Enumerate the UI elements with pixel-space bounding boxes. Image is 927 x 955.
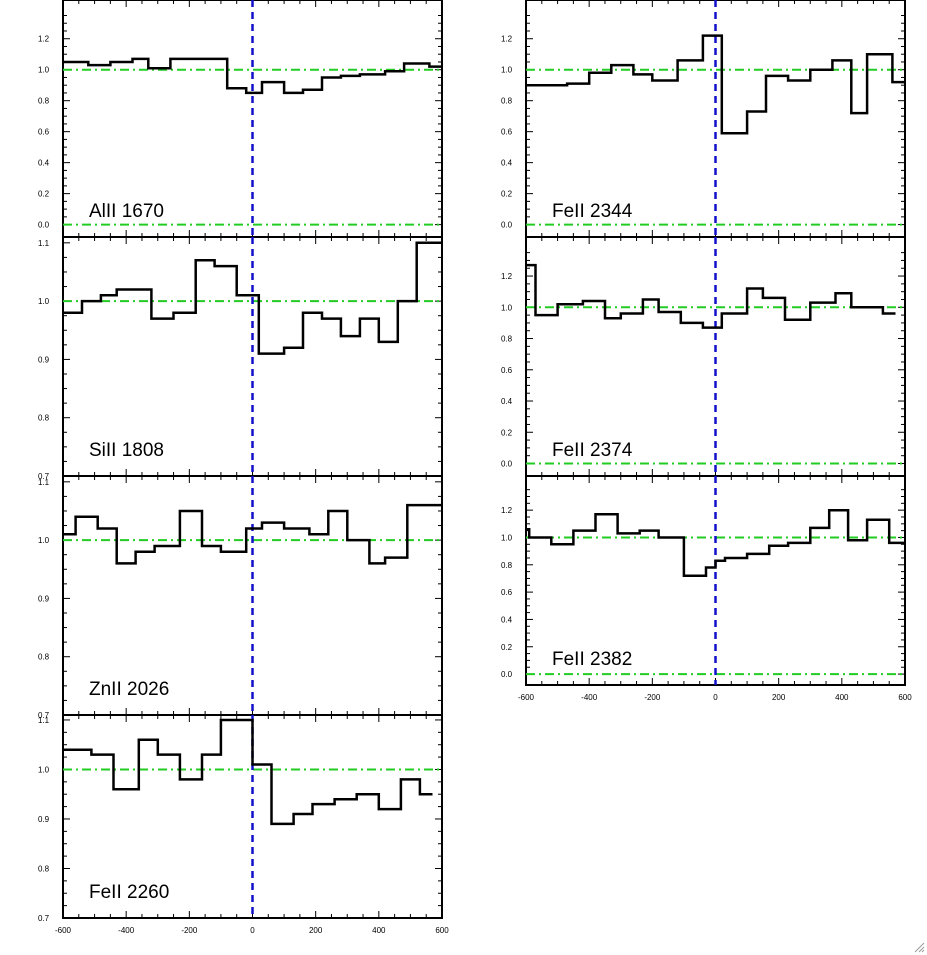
panel-label: ZnII 2026 bbox=[89, 679, 169, 700]
y-tick-label: 1.2 bbox=[38, 35, 50, 44]
x-tick-label: 200 bbox=[309, 926, 323, 935]
panel-label: FeII 2344 bbox=[552, 201, 633, 222]
y-tick-label: 0.0 bbox=[38, 221, 50, 230]
y-tick-label: 0.6 bbox=[501, 588, 513, 597]
y-tick-label: 0.7 bbox=[38, 914, 50, 923]
y-tick-label: 0.8 bbox=[501, 97, 513, 106]
y-tick-label: 0.8 bbox=[38, 864, 50, 873]
resize-grip-icon[interactable] bbox=[913, 941, 925, 953]
y-tick-label: 1.0 bbox=[501, 533, 513, 542]
spectrum-line bbox=[526, 508, 905, 577]
y-tick-label: 0.2 bbox=[501, 428, 513, 437]
panel-label: FeII 2374 bbox=[552, 440, 633, 461]
y-tick-label: 0.2 bbox=[501, 190, 513, 199]
y-tick-label: 0.9 bbox=[38, 355, 50, 364]
y-tick-label: 0.0 bbox=[501, 460, 513, 469]
spectrum-line bbox=[526, 34, 905, 135]
panel-feii-2260: 0.7 0.8 0.9 1.0 1.1 -600 -400 -200 0 200 400 600 FeI… bbox=[38, 714, 449, 935]
y-tick-label: 1.0 bbox=[38, 297, 50, 306]
x-tick-label: 400 bbox=[835, 693, 849, 702]
y-tick-label: 1.1 bbox=[38, 478, 50, 487]
x-tick-label: -600 bbox=[55, 926, 72, 935]
y-tick-label: 0.6 bbox=[501, 366, 513, 375]
panel-label: AlII 1670 bbox=[89, 201, 164, 222]
x-tick-label: -400 bbox=[581, 693, 598, 702]
x-tick-label: 200 bbox=[772, 693, 786, 702]
x-tick-label: -400 bbox=[118, 926, 135, 935]
x-tick-label: -200 bbox=[181, 926, 198, 935]
y-tick-label: 1.1 bbox=[38, 716, 50, 725]
panel-alii-1670: 0.0 0.2 0.4 0.6 0.8 1.0 1.2 AlII 1670 bbox=[38, 0, 443, 238]
y-tick-label: 0.7 bbox=[38, 711, 50, 720]
y-tick-label: 1.0 bbox=[501, 66, 513, 75]
x-tick-label: -200 bbox=[644, 693, 661, 702]
spectrum-line bbox=[63, 241, 442, 355]
panel-feii-2382: 0.0 0.2 0.4 0.6 0.8 1.0 1.2 -600 -400 -200 0 200 400… bbox=[501, 475, 912, 702]
y-tick-label: 0.8 bbox=[38, 653, 50, 662]
y-tick-label: 0.8 bbox=[38, 414, 50, 423]
y-tick-label: 1.2 bbox=[501, 35, 513, 44]
y-tick-label: 1.1 bbox=[38, 239, 50, 248]
y-tick-label: 1.0 bbox=[501, 303, 513, 312]
x-tick-label: 600 bbox=[435, 926, 449, 935]
y-tick-label: 1.2 bbox=[501, 506, 513, 515]
x-tick-label: 600 bbox=[898, 693, 912, 702]
y-tick-label: 0.8 bbox=[501, 335, 513, 344]
x-tick-label: 0 bbox=[250, 926, 255, 935]
y-tick-label: 1.2 bbox=[501, 272, 513, 281]
panel-label: FeII 2382 bbox=[552, 649, 632, 670]
panel-feii-2374: 0.0 0.2 0.4 0.6 0.8 1.0 1.2 FeII 2374 bbox=[501, 236, 906, 477]
y-tick-label: 0.6 bbox=[501, 128, 513, 137]
spectrum-line bbox=[526, 263, 896, 329]
y-tick-label: 1.0 bbox=[38, 66, 50, 75]
panel-siii-1808: 0.7 0.8 0.9 1.0 1.1 SiII 1808 bbox=[38, 236, 443, 481]
panel-znii-2026: 0.7 0.8 0.9 1.0 1.1 ZnII 2026 bbox=[38, 475, 443, 720]
y-tick-label: 0.2 bbox=[501, 643, 513, 652]
spectrum-line bbox=[63, 718, 433, 826]
y-tick-label: 0.4 bbox=[501, 397, 513, 406]
spectrum-line bbox=[63, 57, 442, 95]
spectrum-line bbox=[63, 503, 442, 565]
panel-feii-2344: 0.0 0.2 0.4 0.6 0.8 1.0 1.2 FeII 2344 bbox=[501, 0, 906, 238]
y-tick-label: 0.4 bbox=[38, 159, 50, 168]
panel-label: FeII 2260 bbox=[89, 882, 169, 903]
panel-label: SiII 1808 bbox=[89, 440, 164, 461]
y-tick-label: 0.4 bbox=[501, 159, 513, 168]
x-tick-label: 0 bbox=[713, 693, 718, 702]
y-tick-label: 0.8 bbox=[501, 561, 513, 570]
y-tick-label: 0.6 bbox=[38, 128, 50, 137]
x-tick-label: 400 bbox=[372, 926, 386, 935]
y-tick-label: 0.4 bbox=[501, 615, 513, 624]
y-tick-label: 1.0 bbox=[38, 536, 50, 545]
y-tick-label: 1.0 bbox=[38, 765, 50, 774]
y-tick-label: 0.8 bbox=[38, 97, 50, 106]
y-tick-label: 0.9 bbox=[38, 594, 50, 603]
y-tick-label: 0.2 bbox=[38, 190, 50, 199]
y-tick-label: 0.7 bbox=[38, 472, 50, 481]
y-tick-label: 0.0 bbox=[501, 670, 513, 679]
x-tick-label: -600 bbox=[518, 693, 535, 702]
y-tick-label: 0.9 bbox=[38, 815, 50, 824]
y-tick-label: 0.0 bbox=[501, 221, 513, 230]
